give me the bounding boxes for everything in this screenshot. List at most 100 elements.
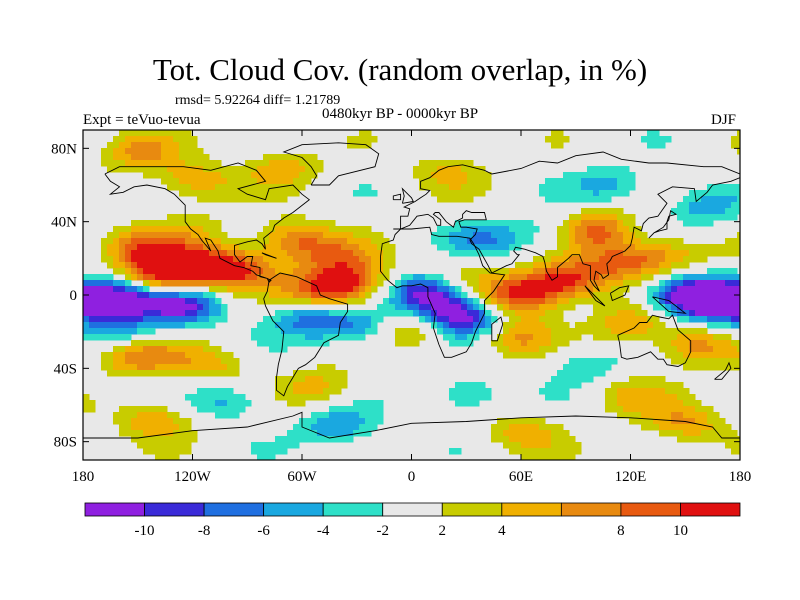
field-cell: [227, 352, 234, 359]
field-cell: [647, 238, 654, 245]
field-cell: [551, 340, 558, 347]
field-cell: [569, 334, 576, 341]
field-cell: [263, 166, 270, 173]
field-cell: [119, 154, 126, 161]
field-cell: [161, 322, 168, 329]
field-cell: [437, 244, 444, 251]
field-cell: [275, 256, 282, 263]
field-cell: [137, 292, 144, 299]
field-cell: [653, 286, 660, 293]
field-cell: [467, 232, 474, 239]
field-cell: [209, 196, 216, 203]
field-cell: [479, 328, 486, 335]
field-cell: [617, 268, 624, 275]
field-cell: [563, 334, 570, 341]
field-cell: [677, 340, 684, 347]
field-cell: [593, 178, 600, 185]
field-cell: [299, 382, 306, 389]
field-cell: [725, 214, 732, 221]
field-cell: [689, 244, 696, 251]
field-cell: [677, 238, 684, 245]
field-cell: [419, 280, 426, 287]
field-cell: [143, 364, 150, 371]
field-cell: [317, 166, 324, 173]
field-cell: [113, 310, 120, 317]
field-cell: [503, 238, 510, 245]
field-cell: [275, 226, 282, 233]
field-cell: [683, 364, 690, 371]
field-cell: [221, 364, 228, 371]
field-cell: [353, 244, 360, 251]
field-cell: [503, 310, 510, 317]
field-cell: [503, 442, 510, 449]
field-cell: [317, 280, 324, 287]
field-cell: [683, 274, 690, 281]
field-cell: [737, 148, 740, 155]
field-cell: [371, 322, 378, 329]
field-cell: [593, 358, 600, 365]
field-cell: [95, 322, 102, 329]
field-cell: [647, 274, 654, 281]
field-cell: [167, 424, 174, 431]
field-cell: [425, 310, 432, 317]
field-cell: [143, 130, 150, 137]
field-cell: [137, 232, 144, 239]
field-cell: [647, 244, 654, 251]
field-cell: [191, 214, 198, 221]
field-cell: [707, 346, 714, 353]
field-cell: [599, 334, 606, 341]
field-cell: [719, 418, 726, 425]
field-cell: [155, 430, 162, 437]
field-cell: [143, 166, 150, 173]
field-cell: [347, 244, 354, 251]
field-cell: [161, 268, 168, 275]
field-cell: [659, 334, 666, 341]
field-cell: [233, 364, 240, 371]
field-cell: [677, 256, 684, 263]
field-cell: [473, 166, 480, 173]
field-cell: [263, 184, 270, 191]
field-cell: [101, 154, 108, 161]
field-cell: [293, 394, 300, 401]
field-cell: [257, 184, 264, 191]
field-cell: [713, 430, 720, 437]
field-cell: [347, 232, 354, 239]
field-cell: [611, 328, 618, 335]
field-cell: [707, 298, 714, 305]
field-cell: [125, 268, 132, 275]
field-cell: [737, 190, 740, 197]
field-cell: [593, 190, 600, 197]
field-cell: [161, 346, 168, 353]
field-cell: [227, 196, 234, 203]
field-cell: [545, 424, 552, 431]
field-cell: [161, 244, 168, 251]
field-cell: [665, 292, 672, 299]
field-cell: [287, 250, 294, 257]
field-cell: [149, 364, 156, 371]
field-cell: [311, 160, 318, 167]
field-cell: [545, 262, 552, 269]
field-cell: [515, 226, 522, 233]
field-cell: [329, 388, 336, 395]
period-line: 0480kyr BP - 0000kyr BP: [322, 106, 479, 122]
field-cell: [311, 280, 318, 287]
field-cell: [209, 304, 216, 311]
field-cell: [173, 130, 180, 137]
field-cell: [185, 262, 192, 269]
field-cell: [293, 388, 300, 395]
field-cell: [593, 172, 600, 179]
field-cell: [155, 304, 162, 311]
field-cell: [629, 244, 636, 251]
field-cell: [365, 238, 372, 245]
field-cell: [191, 400, 198, 407]
field-cell: [635, 256, 642, 263]
field-cell: [527, 352, 534, 359]
field-cell: [431, 310, 438, 317]
field-cell: [425, 280, 432, 287]
field-cell: [191, 370, 198, 377]
field-cell: [335, 292, 342, 299]
field-cell: [233, 178, 240, 185]
field-cell: [281, 268, 288, 275]
field-cell: [671, 244, 678, 251]
field-cell: [341, 238, 348, 245]
